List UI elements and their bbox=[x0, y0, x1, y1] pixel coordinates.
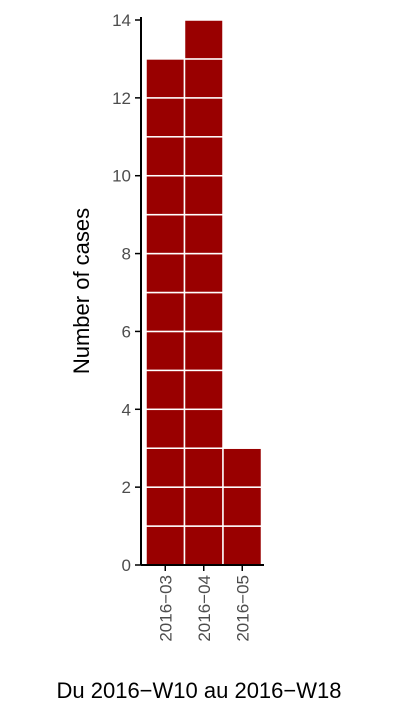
bar-segment bbox=[183, 19, 224, 60]
bar-segment bbox=[183, 252, 224, 294]
bar-segment bbox=[183, 330, 224, 372]
x-tick-label: 2016−04 bbox=[195, 575, 214, 642]
bar-segment bbox=[145, 408, 186, 449]
bar-segment bbox=[145, 369, 186, 411]
bar-segment bbox=[145, 213, 186, 255]
bar-segment bbox=[145, 174, 186, 216]
y-axis-title: Number of cases bbox=[69, 208, 94, 374]
y-tick-label: 6 bbox=[122, 322, 131, 341]
x-tick-label: 2016−05 bbox=[233, 575, 252, 642]
y-tick-label: 14 bbox=[112, 11, 131, 30]
bar-segment bbox=[183, 408, 224, 449]
bar-segment bbox=[145, 291, 186, 333]
x-axis-title: Du 2016−W10 au 2016−W18 bbox=[57, 678, 342, 703]
x-tick-label: 2016−03 bbox=[156, 575, 175, 642]
bar-segment bbox=[222, 486, 263, 527]
bar-segment bbox=[222, 525, 263, 566]
bar-segment bbox=[183, 525, 224, 566]
bar-segment bbox=[183, 97, 224, 138]
y-axis-ticks: 0 2 4 6 8 10 12 14 bbox=[112, 11, 141, 575]
bar-segment bbox=[183, 174, 224, 216]
y-tick-label: 10 bbox=[112, 167, 131, 186]
bar-segment bbox=[183, 136, 224, 177]
x-axis-ticks: 2016−03 2016−04 2016−05 bbox=[156, 565, 252, 642]
bar-segment bbox=[183, 486, 224, 527]
bar-segment bbox=[183, 58, 224, 99]
bar-segment bbox=[145, 97, 186, 138]
bar-segment bbox=[145, 486, 186, 527]
bar-segment bbox=[222, 447, 263, 488]
bar-2016−05 bbox=[222, 447, 263, 566]
y-tick-label: 4 bbox=[122, 400, 131, 419]
bar-segment bbox=[145, 525, 186, 566]
y-tick-label: 12 bbox=[112, 89, 131, 108]
bar-segment bbox=[145, 252, 186, 294]
bar-segment bbox=[183, 213, 224, 255]
y-tick-label: 2 bbox=[122, 478, 131, 497]
bar-segment bbox=[183, 369, 224, 411]
y-tick-label: 8 bbox=[122, 245, 131, 264]
bar-2016−03 bbox=[145, 58, 186, 566]
y-tick-label: 0 bbox=[122, 556, 131, 575]
bar-segment bbox=[183, 291, 224, 333]
bar-2016−04 bbox=[183, 19, 224, 566]
bar-segment bbox=[145, 447, 186, 488]
bar-segment bbox=[145, 58, 186, 99]
bar-segment bbox=[145, 136, 186, 177]
bar-segment bbox=[183, 447, 224, 488]
bar-segment bbox=[145, 330, 186, 372]
bars-layer bbox=[145, 19, 263, 566]
